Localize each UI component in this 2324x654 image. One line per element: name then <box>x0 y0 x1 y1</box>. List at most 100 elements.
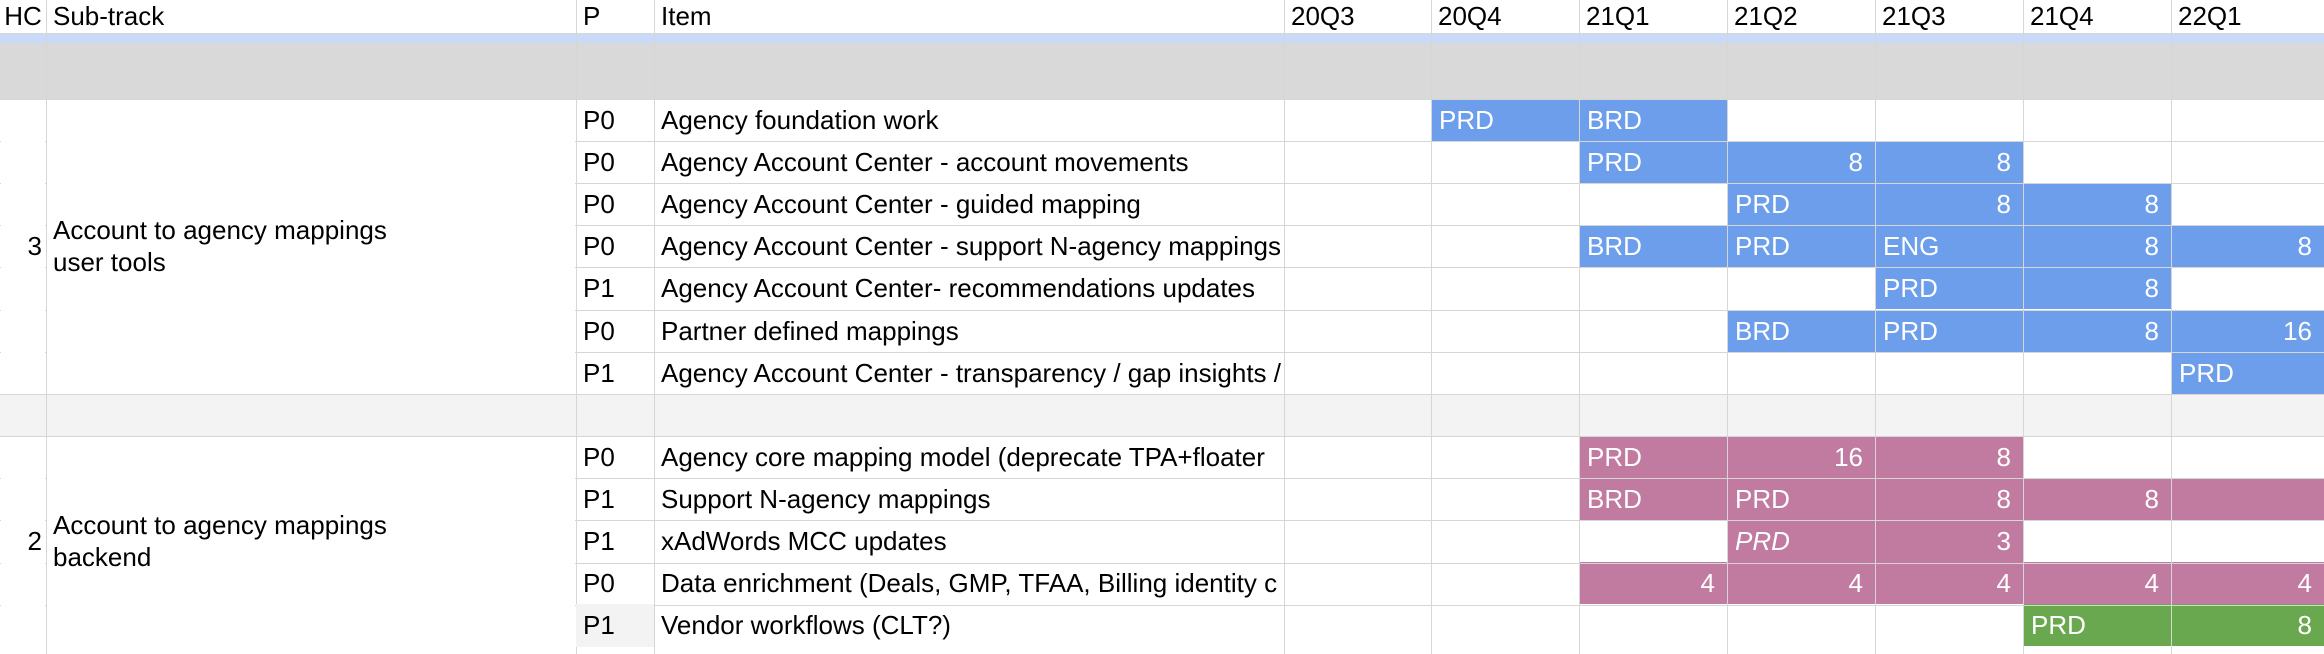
merged-cell-bg <box>47 437 575 654</box>
headcount-estimate-cell[interactable]: 8 <box>2297 231 2312 261</box>
priority-cell[interactable]: P0 <box>583 568 615 598</box>
milestone-cell[interactable]: PRD <box>1883 316 1938 346</box>
headcount-estimate-cell[interactable]: 4 <box>1996 568 2011 598</box>
headcount-estimate-cell[interactable]: 8 <box>2144 273 2159 303</box>
headcount-estimate-cell[interactable]: 3 <box>1996 526 2011 556</box>
priority-cell[interactable]: P1 <box>583 273 615 303</box>
milestone-cell[interactable]: BRD <box>1587 484 1642 514</box>
item-cell[interactable]: Agency Account Center - guided mapping <box>661 189 1141 219</box>
column-gridline <box>1284 0 1285 654</box>
subtrack-cell[interactable]: Account to agency mappings user tools <box>46 214 576 278</box>
milestone-cell[interactable]: PRD <box>2179 358 2234 388</box>
timeline-bar <box>2023 604 2324 646</box>
headcount-estimate-cell[interactable]: 8 <box>1848 147 1863 177</box>
row-gridline <box>0 352 2324 353</box>
headcount-estimate-cell[interactable]: 8 <box>1996 147 2011 177</box>
milestone-cell[interactable]: BRD <box>1587 105 1642 135</box>
column-gridline <box>576 0 577 654</box>
headcount-estimate-cell[interactable]: 8 <box>2144 316 2159 346</box>
milestone-cell[interactable]: PRD <box>1587 442 1642 472</box>
item-cell[interactable]: Agency Account Center- recommendations u… <box>661 273 1256 303</box>
timeline-bar <box>1727 183 2171 225</box>
item-cell[interactable]: Data enrichment (Deals, GMP, TFAA, Billi… <box>661 568 1278 598</box>
headcount-estimate-cell[interactable]: 8 <box>1996 189 2011 219</box>
headcount-estimate-cell[interactable]: 4 <box>1700 568 1715 598</box>
row-gridline <box>0 436 2324 437</box>
milestone-cell[interactable]: BRD <box>1587 231 1642 261</box>
headcount-estimate-cell[interactable]: 4 <box>1848 568 1863 598</box>
priority-cell[interactable]: P0 <box>583 105 615 135</box>
column-gridline <box>2023 0 2024 654</box>
milestone-cell[interactable]: ENG <box>1883 231 1940 261</box>
row-gridline <box>0 394 2324 395</box>
milestone-cell[interactable]: PRD <box>1883 273 1938 303</box>
headcount-estimate-cell[interactable]: 16 <box>1834 442 1863 472</box>
headcount-estimate-cell[interactable]: 16 <box>2283 316 2312 346</box>
column-gridline <box>2171 0 2172 654</box>
row-gridline <box>0 478 2324 479</box>
item-cell[interactable]: Support N-agency mappings <box>661 484 991 514</box>
headcount-cell[interactable]: 2 <box>27 526 42 556</box>
merged-cell-bg <box>1 437 45 654</box>
row-gridline <box>0 563 2324 564</box>
row-gridline <box>0 310 2324 311</box>
priority-cell[interactable]: P1 <box>583 484 615 514</box>
headcount-estimate-cell[interactable]: 8 <box>2144 189 2159 219</box>
milestone-cell[interactable]: PRD <box>1439 105 1494 135</box>
subtrack-line: user tools <box>53 247 166 277</box>
column-header-quarter-20q3[interactable]: 20Q3 <box>1291 1 1355 31</box>
headcount-estimate-cell[interactable]: 8 <box>2297 610 2312 640</box>
priority-cell[interactable]: P1 <box>576 604 654 647</box>
item-cell[interactable]: Partner defined mappings <box>661 316 959 346</box>
milestone-cell[interactable]: PRD <box>1735 484 1790 514</box>
column-header-priority[interactable]: P <box>583 1 601 31</box>
row-gridline <box>0 33 2324 34</box>
priority-cell[interactable]: P0 <box>583 147 615 177</box>
priority-cell[interactable]: P1 <box>583 526 615 556</box>
column-header-subtrack[interactable]: Sub-track <box>53 1 165 31</box>
headcount-estimate-cell[interactable]: 4 <box>2144 568 2159 598</box>
column-header-quarter-21q4[interactable]: 21Q4 <box>2030 1 2094 31</box>
headcount-estimate-cell[interactable]: 8 <box>2144 231 2159 261</box>
headcount-estimate-cell[interactable]: 4 <box>2297 568 2312 598</box>
column-header-quarter-21q2[interactable]: 21Q2 <box>1734 1 1798 31</box>
item-cell[interactable]: xAdWords MCC updates <box>661 526 947 556</box>
milestone-cell[interactable]: PRD <box>2031 610 2086 640</box>
column-header-item[interactable]: Item <box>661 1 712 31</box>
column-header-quarter-21q1[interactable]: 21Q1 <box>1586 1 1650 31</box>
priority-cell[interactable]: P1 <box>583 358 615 388</box>
priority-cell[interactable]: P0 <box>583 442 615 472</box>
milestone-cell[interactable]: PRD <box>1735 231 1790 261</box>
timeline-bar <box>1579 141 2023 183</box>
priority-cell[interactable]: P0 <box>583 316 615 346</box>
column-header-hc[interactable]: HC <box>4 1 42 31</box>
priority-cell[interactable]: P0 <box>583 231 615 261</box>
priority-cell[interactable]: P0 <box>583 189 615 219</box>
item-cell[interactable]: Agency core mapping model (deprecate TPA… <box>661 442 1265 472</box>
milestone-cell[interactable]: PRD <box>1587 147 1642 177</box>
item-cell[interactable]: Agency Account Center - account movement… <box>661 147 1189 177</box>
headcount-estimate-cell[interactable]: 8 <box>1996 442 2011 472</box>
column-header-quarter-22q1[interactable]: 22Q1 <box>2178 1 2242 31</box>
subtrack-cell[interactable]: Account to agency mappings backend <box>46 509 576 573</box>
headcount-estimate-cell[interactable]: 8 <box>2144 484 2159 514</box>
item-cell[interactable]: Agency foundation work <box>661 105 939 135</box>
milestone-cell[interactable]: PRD <box>1735 189 1790 219</box>
item-cell[interactable]: Vendor workflows (CLT?) <box>661 610 951 640</box>
column-gridline <box>1579 0 1580 654</box>
row-gridline <box>0 141 2324 142</box>
subtrack-line: Account to agency mappings <box>53 215 387 245</box>
headcount-estimate-cell[interactable]: 8 <box>1996 484 2011 514</box>
milestone-cell[interactable]: PRD <box>1735 526 1790 556</box>
subtrack-line: Account to agency mappings <box>53 510 387 540</box>
column-header-quarter-20q4[interactable]: 20Q4 <box>1438 1 1502 31</box>
milestone-cell[interactable]: BRD <box>1735 316 1790 346</box>
item-cell[interactable]: Agency Account Center - transparency / g… <box>661 358 1284 388</box>
column-header-quarter-21q3[interactable]: 21Q3 <box>1882 1 1946 31</box>
item-cell[interactable]: Agency Account Center - support N-agency… <box>661 231 1282 261</box>
row-gridline <box>0 267 2324 268</box>
merged-cell-bg <box>1 100 45 394</box>
timeline-bar <box>1727 310 2324 352</box>
headcount-cell[interactable]: 3 <box>27 231 42 261</box>
